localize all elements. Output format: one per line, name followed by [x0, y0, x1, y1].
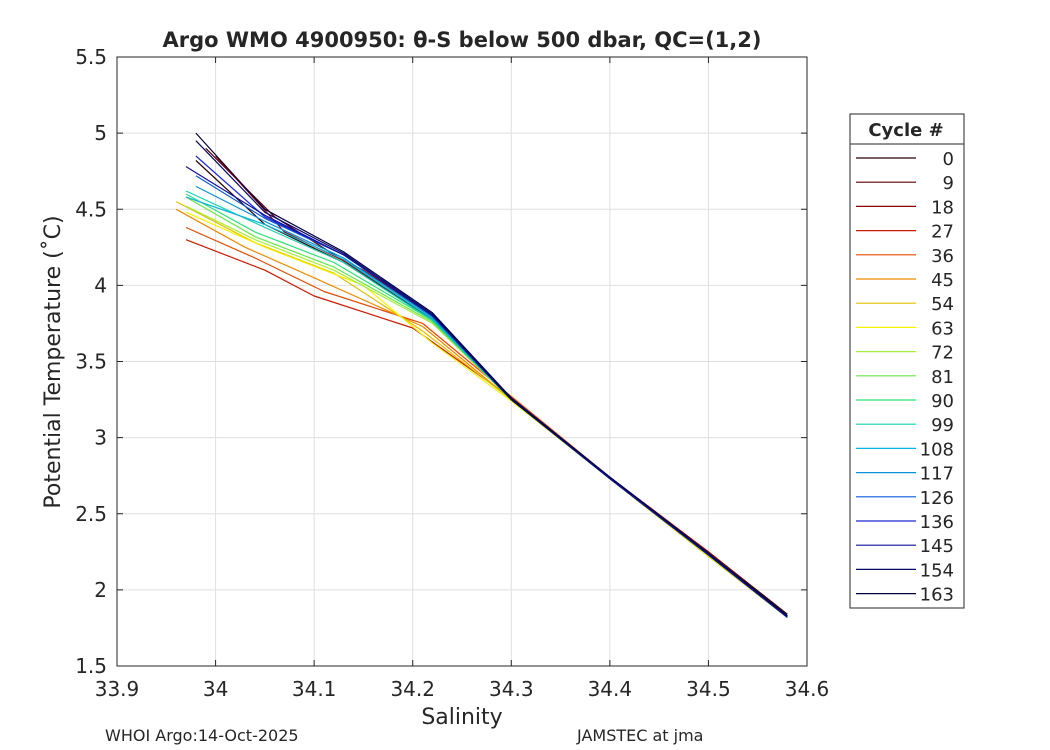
legend-label-cycle-45: 45 [931, 270, 954, 291]
legend-label-cycle-136: 136 [920, 512, 954, 533]
x-tick-label: 34.2 [390, 677, 435, 701]
y-tick-label: 5.5 [75, 45, 107, 69]
legend-label-cycle-145: 145 [920, 536, 954, 557]
x-axis-label: Salinity [421, 705, 502, 730]
x-tick-label: 34 [203, 677, 228, 701]
series-lines [175, 132, 788, 618]
footer-left-credit: WHOI Argo:14-Oct-2025 [105, 726, 299, 745]
legend-label-cycle-63: 63 [931, 318, 954, 339]
y-tick-label: 2 [94, 578, 107, 602]
x-tick-label: 33.9 [95, 677, 140, 701]
y-tick-label: 3 [94, 426, 107, 450]
legend-label-cycle-108: 108 [920, 439, 954, 460]
x-tick-label: 34.6 [785, 677, 830, 701]
legend-label-cycle-18: 18 [931, 197, 954, 218]
legend-label-cycle-0: 0 [943, 149, 954, 170]
legend-label-cycle-126: 126 [920, 488, 954, 509]
legend-entries: 0 9 18 27 36 45 54 63 72 81 90 99 108 117 126 136 145 154… [856, 149, 954, 606]
series-line-cycle-163 [195, 132, 788, 617]
legend-label-cycle-90: 90 [931, 391, 954, 412]
legend-label-cycle-54: 54 [931, 294, 954, 315]
x-tick-label: 34.4 [588, 677, 633, 701]
y-axis-label: Potential Temperature (˚C) [41, 215, 66, 508]
legend-label-cycle-81: 81 [931, 367, 954, 388]
legend-label-cycle-154: 154 [920, 560, 954, 581]
legend-title: Cycle # [868, 120, 943, 141]
x-tick-label: 34.3 [489, 677, 534, 701]
series-line-cycle-63 [185, 211, 788, 618]
x-tick-label: 34.5 [686, 677, 731, 701]
legend-label-cycle-117: 117 [920, 464, 954, 485]
legend-label-cycle-99: 99 [931, 415, 954, 436]
chart-title: Argo WMO 4900950: θ-S below 500 dbar, QC… [163, 28, 762, 52]
y-tick-label: 2.5 [75, 502, 107, 526]
legend-label-cycle-36: 36 [931, 246, 954, 267]
legend-label-cycle-27: 27 [931, 222, 954, 243]
y-tick-label: 4 [94, 273, 107, 297]
legend-label-cycle-72: 72 [931, 343, 954, 364]
legend-label-cycle-9: 9 [943, 173, 954, 194]
footer-right-credit: JAMSTEC at jma [576, 726, 703, 745]
legend-label-cycle-163: 163 [920, 585, 954, 606]
tick-labels: 33.9 34 34.1 34.2 34.3 34.4 34.5 34.6 1.5 2 2.5 3 3.… [75, 45, 829, 701]
y-tick-label: 4.5 [75, 197, 107, 221]
y-tick-label: 1.5 [75, 654, 107, 678]
legend-box [849, 113, 965, 609]
y-tick-label: 3.5 [75, 350, 107, 374]
x-tick-label: 34.1 [292, 677, 337, 701]
y-tick-label: 5 [94, 121, 107, 145]
legend: Cycle # 0 9 18 27 36 45 54 63 72 81 90 99 108 117 126 1… [849, 113, 965, 609]
